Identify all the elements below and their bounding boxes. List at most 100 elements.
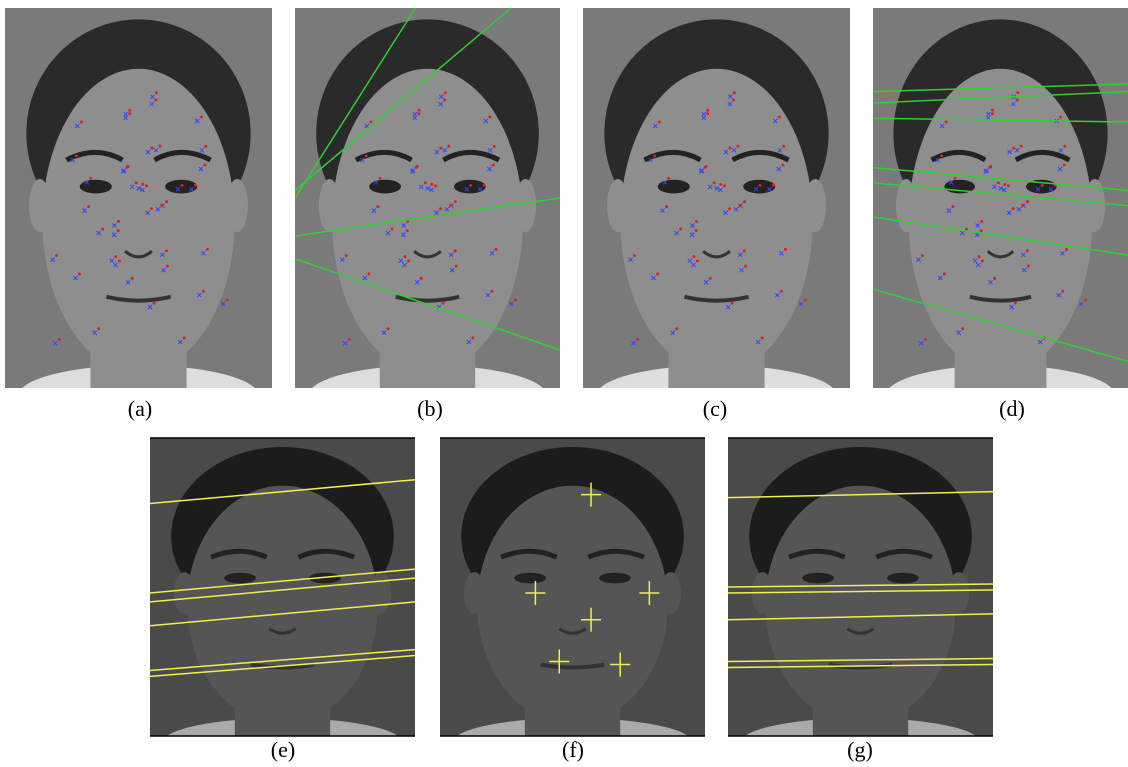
face-image: [150, 438, 415, 766]
landmark-label: [728, 147, 731, 150]
landmark-label: [679, 228, 682, 231]
landmark-label: [404, 255, 407, 258]
landmark-label: [58, 338, 61, 341]
landmark-label: [439, 147, 442, 150]
landmark-label: [443, 99, 446, 102]
landmark-label: [150, 207, 153, 210]
landmark-label: [200, 116, 203, 119]
landmark-label: [921, 254, 924, 257]
landmark-label: [455, 265, 458, 268]
landmark-label: [390, 228, 393, 231]
landmark-label: [1007, 184, 1010, 187]
landmark-label: [705, 165, 708, 168]
landmark-label: [165, 200, 168, 203]
landmark-label: [483, 184, 486, 187]
landmark-label: [706, 112, 709, 115]
face: [477, 486, 668, 724]
landmark-label: [989, 165, 992, 168]
landmark-label: [145, 184, 148, 187]
landmark-label: [723, 184, 726, 187]
landmark-label: [991, 109, 994, 112]
landmark-label: [940, 154, 943, 157]
landmark-label: [991, 112, 994, 115]
ear: [515, 179, 536, 232]
panel-caption: (f): [562, 737, 584, 762]
landmark-label: [114, 255, 117, 258]
landmark-label: [488, 116, 491, 119]
eye: [80, 180, 112, 194]
landmark-label: [369, 121, 372, 124]
landmark-label: [951, 205, 954, 208]
face: [620, 69, 812, 373]
landmark-label: [980, 220, 983, 223]
landmark-label: [696, 259, 699, 262]
panel-caption: (e): [271, 737, 295, 762]
landmark-label: [55, 254, 58, 257]
landmark-label: [469, 184, 472, 187]
panel: (e): [150, 438, 415, 766]
landmark-label: [203, 164, 206, 167]
landmark-label: [376, 205, 379, 208]
landmark-label: [1020, 145, 1023, 148]
landmark-label: [449, 204, 452, 207]
eye: [224, 573, 256, 584]
landmark-label: [1014, 302, 1017, 305]
landmark-label: [695, 220, 698, 223]
landmark-label: [128, 109, 131, 112]
face: [765, 486, 956, 724]
face-image: [728, 438, 993, 766]
landmark-label: [367, 272, 370, 275]
landmark-label: [166, 265, 169, 268]
eye: [454, 180, 486, 194]
panel-caption: (d): [999, 396, 1025, 421]
landmark-label: [1012, 147, 1015, 150]
landmark-label: [141, 183, 144, 186]
landmark-label: [675, 327, 678, 330]
landmark-label: [434, 184, 437, 187]
eye: [658, 180, 690, 194]
landmark-label: [743, 200, 746, 203]
landmark-label: [1026, 249, 1029, 252]
landmark-label: [993, 277, 996, 280]
landmark-label: [158, 145, 161, 148]
landmark-label: [514, 298, 517, 301]
face-image: [440, 438, 705, 766]
landmark-label: [490, 290, 493, 293]
landmark-label: [117, 220, 120, 223]
face: [42, 69, 234, 373]
landmark-label: [781, 164, 784, 167]
landmark-label: [430, 183, 433, 186]
landmark-label: [89, 177, 92, 180]
ear: [227, 179, 248, 232]
face-image: [5, 8, 272, 426]
landmark-label: [407, 259, 410, 262]
landmark-label: [656, 272, 659, 275]
landmark-label: [165, 249, 168, 252]
landmark-label: [131, 277, 134, 280]
landmark-label: [348, 338, 351, 341]
landmark-label: [471, 337, 474, 340]
landmark-label: [345, 254, 348, 257]
landmark-label: [804, 298, 807, 301]
landmark-label: [695, 229, 698, 232]
figure: (a)(b)(c)(d)(e)(f)(g): [0, 0, 1128, 767]
landmark-label: [782, 145, 785, 148]
ear: [464, 572, 485, 614]
landmark-label: [206, 248, 209, 251]
panel: (b): [295, 0, 560, 426]
landmark-label: [444, 91, 447, 94]
panel-caption: (a): [128, 396, 152, 421]
landmark-label: [1084, 298, 1087, 301]
landmark-label: [75, 154, 78, 157]
landmark-label: [417, 112, 420, 115]
landmark-label: [128, 112, 131, 115]
landmark-label: [204, 145, 207, 148]
landmark-label: [744, 265, 747, 268]
landmark-label: [1063, 164, 1066, 167]
landmark-label: [97, 327, 100, 330]
ear: [29, 179, 50, 232]
ear: [370, 572, 391, 614]
landmark-label: [87, 205, 90, 208]
landmark-label: [492, 164, 495, 167]
landmark-label: [1065, 248, 1068, 251]
